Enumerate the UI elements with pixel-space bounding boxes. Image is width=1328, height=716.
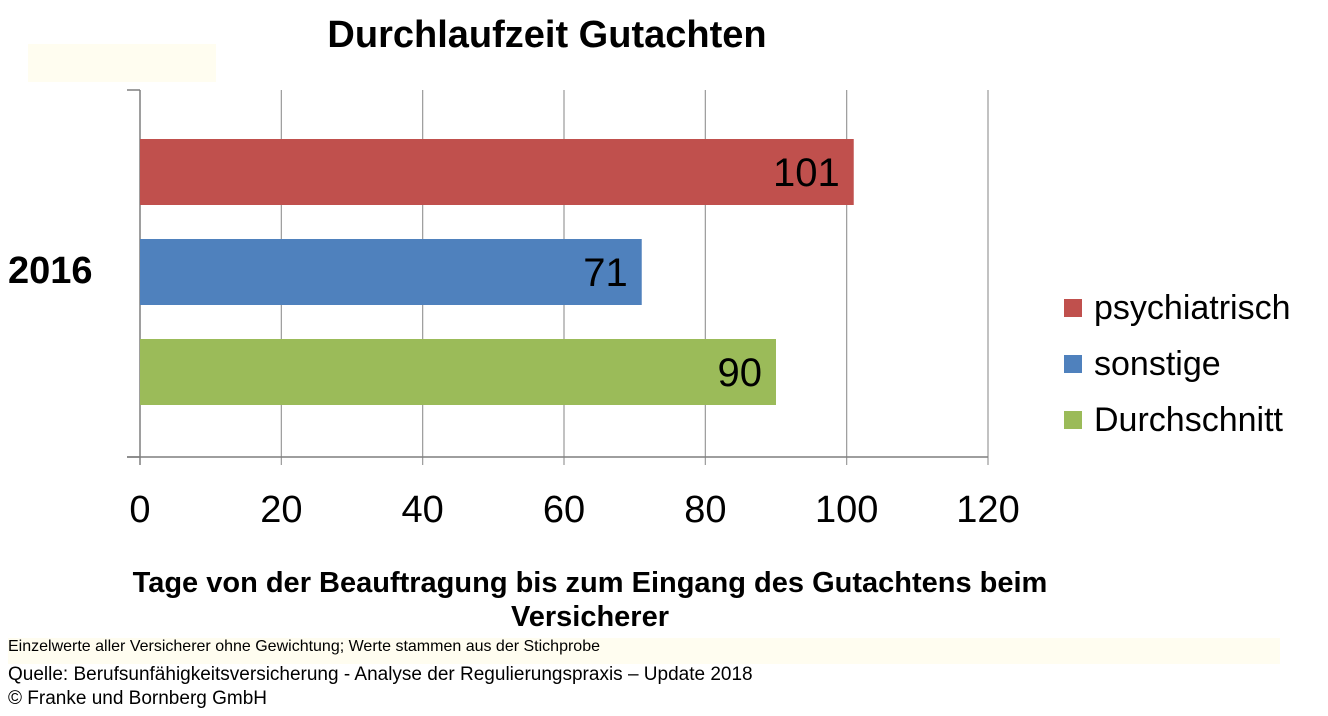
background-highlight	[28, 44, 216, 82]
x-tick-label: 40	[402, 489, 444, 531]
legend-swatch	[1064, 411, 1082, 429]
category-label: 2016	[8, 250, 93, 292]
x-tick-label: 80	[684, 489, 726, 531]
chart-title: Durchlaufzeit Gutachten	[327, 14, 767, 56]
legend-label: psychiatrisch	[1094, 288, 1291, 327]
x-tick-label: 120	[956, 489, 1019, 531]
legend-label: sonstige	[1094, 344, 1221, 383]
background-highlight	[8, 638, 1280, 664]
legend-swatch	[1064, 299, 1082, 317]
x-tick-label: 100	[815, 489, 878, 531]
x-axis-label: Tage von der Beauftragung bis zum Eingan…	[132, 567, 1048, 633]
x-tick-label: 20	[260, 489, 302, 531]
legend-item-sonstige: sonstige	[1064, 336, 1291, 392]
x-tick-label: 0	[129, 489, 150, 531]
legend: psychiatrisch sonstige Durchschnitt	[1064, 280, 1291, 448]
legend-item-psychiatrisch: psychiatrisch	[1064, 280, 1291, 336]
bars: 101 71 90	[140, 139, 854, 405]
legend-swatch	[1064, 355, 1082, 373]
bar-sonstige	[140, 239, 642, 305]
footer-copyright: © Franke und Bornberg GmbH	[8, 688, 268, 709]
data-label: 90	[718, 351, 763, 395]
bar-psychiatrisch	[140, 139, 854, 205]
data-label: 101	[773, 151, 840, 195]
data-label: 71	[583, 251, 628, 295]
bar-durchschnitt	[140, 339, 776, 405]
footer-source: Quelle: Berufsunfähigkeitsversicherung -…	[8, 664, 753, 685]
footer-note: Einzelwerte aller Versicherer ohne Gewic…	[8, 638, 600, 655]
tick-labels: 0 20 40 60 80 100 120	[129, 489, 1019, 531]
legend-label: Durchschnitt	[1094, 400, 1283, 439]
x-tick-label: 60	[543, 489, 585, 531]
legend-item-durchschnitt: Durchschnitt	[1064, 392, 1291, 448]
